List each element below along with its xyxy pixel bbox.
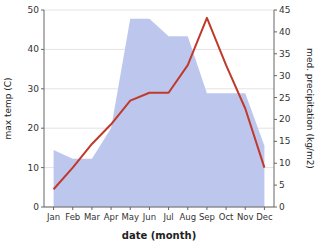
plot-area bbox=[54, 18, 265, 207]
x-tick bbox=[130, 207, 131, 210]
grid-line bbox=[44, 10, 274, 11]
temperature-line bbox=[54, 18, 265, 189]
x-tick-label: Jun bbox=[142, 212, 156, 222]
x-tick bbox=[206, 207, 207, 210]
chart: 0 10 20 30 40 50 0 5 10 15 20 25 30 35 40 45 Jan Feb MarAp… bbox=[0, 0, 318, 247]
y2-tick-label: 40 bbox=[279, 27, 291, 37]
x-tick-label: Mar bbox=[84, 212, 101, 222]
x-tick bbox=[91, 207, 92, 210]
y-tick-label: 30 bbox=[28, 84, 40, 94]
y-tick bbox=[41, 207, 44, 208]
x-tick-label: Aug bbox=[179, 212, 196, 222]
y2-axis-label: med. precipitation (kg/m2) bbox=[305, 48, 315, 169]
precipitation-area bbox=[54, 19, 265, 207]
y2-tick-label: 15 bbox=[279, 136, 290, 146]
x-tick bbox=[53, 207, 54, 210]
y2-tick bbox=[274, 119, 277, 120]
y-axis-label: max temp (C) bbox=[3, 77, 13, 139]
x-tick bbox=[149, 207, 150, 210]
y2-tick-label: 45 bbox=[279, 5, 290, 15]
x-tick bbox=[72, 207, 73, 210]
y2-tick bbox=[274, 31, 277, 32]
y-tick bbox=[41, 10, 44, 11]
y2-tick-label: 5 bbox=[279, 180, 285, 190]
x-tick bbox=[245, 207, 246, 210]
grid-line bbox=[44, 207, 274, 208]
y2-tick bbox=[274, 141, 277, 142]
x-tick bbox=[111, 207, 112, 210]
y2-tick-label: 25 bbox=[279, 93, 290, 103]
x-tick-label: Apr bbox=[104, 212, 119, 222]
y-tick-label: 10 bbox=[28, 163, 40, 173]
x-axis bbox=[44, 207, 274, 208]
y2-tick bbox=[274, 10, 277, 11]
y2-tick-label: 20 bbox=[279, 114, 291, 124]
y-tick bbox=[41, 128, 44, 129]
y2-tick bbox=[274, 75, 277, 76]
x-tick bbox=[226, 207, 227, 210]
y2-tick bbox=[274, 97, 277, 98]
y-tick-label: 20 bbox=[28, 123, 40, 133]
x-tick-label: Sep bbox=[199, 212, 215, 222]
x-tick bbox=[264, 207, 265, 210]
y-tick bbox=[41, 49, 44, 50]
y-tick bbox=[41, 167, 44, 168]
x-tick-label: Nov bbox=[237, 212, 254, 222]
x-tick bbox=[168, 207, 169, 210]
x-tick-label: Oct bbox=[219, 212, 234, 222]
x-tick-label: Jul bbox=[162, 212, 173, 222]
x-tick-label: May bbox=[121, 212, 139, 222]
x-tick-label: Dec bbox=[256, 212, 273, 222]
y2-tick-label: 30 bbox=[279, 71, 291, 81]
y2-tick bbox=[274, 163, 277, 164]
y2-tick-label: 35 bbox=[279, 49, 290, 59]
y-tick bbox=[41, 88, 44, 89]
y2-axis bbox=[274, 10, 275, 207]
y-tick-label: 50 bbox=[28, 5, 40, 15]
x-tick-label: Feb bbox=[65, 212, 80, 222]
y2-tick-label: 10 bbox=[279, 158, 291, 168]
x-axis-label: date (month) bbox=[122, 230, 196, 241]
y2-tick-label: 0 bbox=[279, 202, 285, 212]
x-tick-label: Jan bbox=[46, 212, 60, 222]
y-axis bbox=[44, 10, 45, 207]
y2-tick bbox=[274, 207, 277, 208]
y2-tick bbox=[274, 185, 277, 186]
y2-tick bbox=[274, 53, 277, 54]
x-tick bbox=[187, 207, 188, 210]
y-tick-label: 0 bbox=[33, 202, 39, 212]
y-tick-label: 40 bbox=[28, 44, 40, 54]
